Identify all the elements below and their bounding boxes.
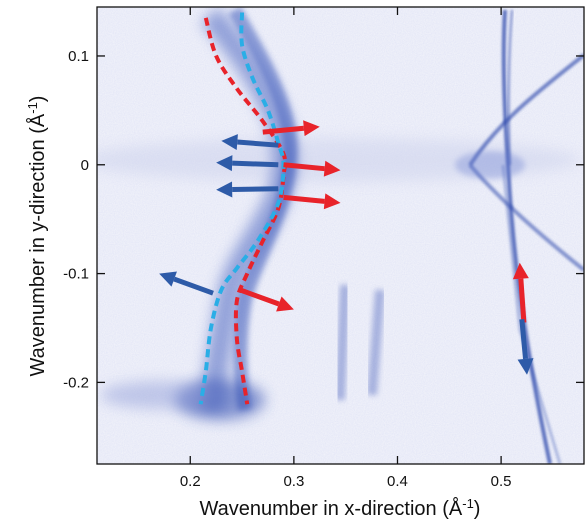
y-tick-label: 0.1 [68,48,89,65]
blue-arrow-shaft [519,319,529,360]
blue-arrow-shaft [237,139,279,148]
blue-arrow [216,155,279,172]
cyan-dashed-curve [198,12,286,405]
red-arrow [239,287,294,312]
red-arrow-head [323,160,341,177]
red-arrow-shaft [283,194,325,204]
red-arrow-shaft [239,287,280,307]
red-arrow-shaft [518,278,527,323]
blue-arrow-head [517,358,534,375]
x-tick-label: 0.4 [387,473,408,490]
y-axis-label: Wavenumber in y-direction (Å-1) [25,96,50,377]
red-arrow-shaft [262,125,305,135]
red-arrow-head [512,262,529,280]
blue-arrow-shaft [173,276,214,296]
blue-arrow-head [221,134,238,151]
red-arrow-head [323,193,341,210]
red-arrow-shaft [283,162,325,172]
blue-arrow [517,319,534,375]
red-arrow [283,160,341,177]
y-tick-label: -0.2 [63,374,89,391]
axis-ticks: 0.2 0.3 0.4 0.5 0.1 0 -0.1 -0.2 [63,7,584,490]
red-arrow-head [276,296,294,312]
y-tick-label: 0 [81,157,89,174]
blue-arrow [216,181,279,198]
x-tick-label: 0.3 [283,473,304,490]
spin-arrows [159,120,534,375]
red-arrow [512,262,529,323]
blue-arrow-head [216,155,233,172]
y-tick-label: -0.1 [63,266,89,283]
red-dashed-curve [203,17,288,405]
red-arrow-head [303,120,320,137]
x-axis-label: Wavenumber in x-direction (Å-1) [200,496,481,521]
blue-arrow-shaft [232,160,279,168]
blue-arrow [159,271,214,296]
plot-frame [96,6,585,465]
blue-arrow-head [216,181,233,198]
x-tick-label: 0.2 [180,473,201,490]
red-arrow [262,120,320,137]
blue-arrow-head [159,271,177,287]
blue-arrow-shaft [232,186,279,193]
blue-arrow [221,134,279,151]
x-tick-label: 0.5 [491,473,512,490]
red-arrow [283,193,341,210]
dashed-curves [198,12,288,405]
intensity-map [97,7,584,464]
